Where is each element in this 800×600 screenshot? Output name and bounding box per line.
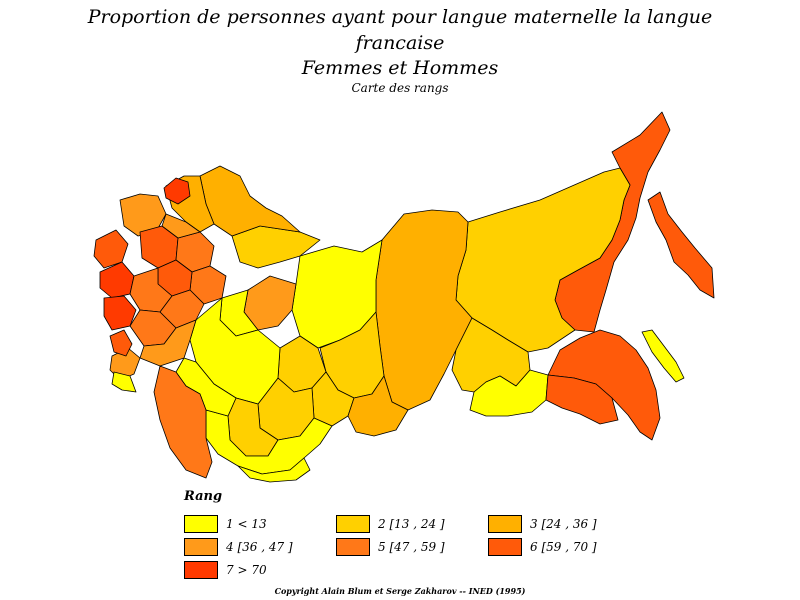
region-caucasus-south xyxy=(111,371,137,393)
region-kamchatka xyxy=(647,191,715,299)
copyright-footer: Copyright Alain Blum et Serge Zakharov -… xyxy=(274,586,526,596)
region-karelia xyxy=(119,193,167,237)
legend-swatch xyxy=(184,515,218,533)
legend-label: 5 [47 , 59 ] xyxy=(378,540,445,554)
region-baltic xyxy=(93,229,129,269)
map-type-label: Carte des rangs xyxy=(351,81,449,95)
legend-item-rank-1: 1 < 13 xyxy=(184,514,267,534)
legend-swatch xyxy=(184,538,218,556)
legend-item-rank-7: 7 > 70 xyxy=(184,560,267,580)
map-subtitle: Femmes et Hommes xyxy=(301,57,499,79)
region-kirgiz xyxy=(237,457,311,483)
map-title-continued: francaise xyxy=(355,32,445,54)
region-buryatia-east xyxy=(545,374,619,425)
region-komi xyxy=(199,165,301,237)
map-title: Proportion de personnes ayant pour langu… xyxy=(87,6,713,28)
legend-item-rank-3: 3 [24 , 36 ] xyxy=(488,514,597,534)
region-caspian-east xyxy=(153,365,213,479)
legend-item-rank-5: 5 [47 , 59 ] xyxy=(336,537,445,557)
region-north-caucasus xyxy=(139,319,197,367)
region-kazakh-south xyxy=(205,409,333,475)
region-sakhalin xyxy=(641,329,685,383)
legend-label: 6 [59 , 70 ] xyxy=(530,540,597,554)
region-tuva xyxy=(347,375,409,437)
legend-label: 4 [36 , 47 ] xyxy=(226,540,293,554)
region-murmansk xyxy=(163,177,191,205)
legend-swatch xyxy=(488,515,522,533)
legend-label: 3 [24 , 36 ] xyxy=(530,517,597,531)
region-crimea xyxy=(109,329,133,357)
region-vologda xyxy=(161,213,201,239)
legend-item-rank-6: 6 [59 , 70 ] xyxy=(488,537,597,557)
legend-title: Rang xyxy=(184,489,223,504)
legend-item-rank-4: 4 [36 , 47 ] xyxy=(184,537,293,557)
legend-swatch xyxy=(488,538,522,556)
legend-swatch xyxy=(336,538,370,556)
legend-swatch xyxy=(336,515,370,533)
legend-label: 2 [13 , 24 ] xyxy=(378,517,445,531)
legend-item-rank-2: 2 [13 , 24 ] xyxy=(336,514,445,534)
legend-label: 1 < 13 xyxy=(226,517,267,531)
legend-swatch xyxy=(184,561,218,579)
legend-label: 7 > 70 xyxy=(226,563,267,577)
